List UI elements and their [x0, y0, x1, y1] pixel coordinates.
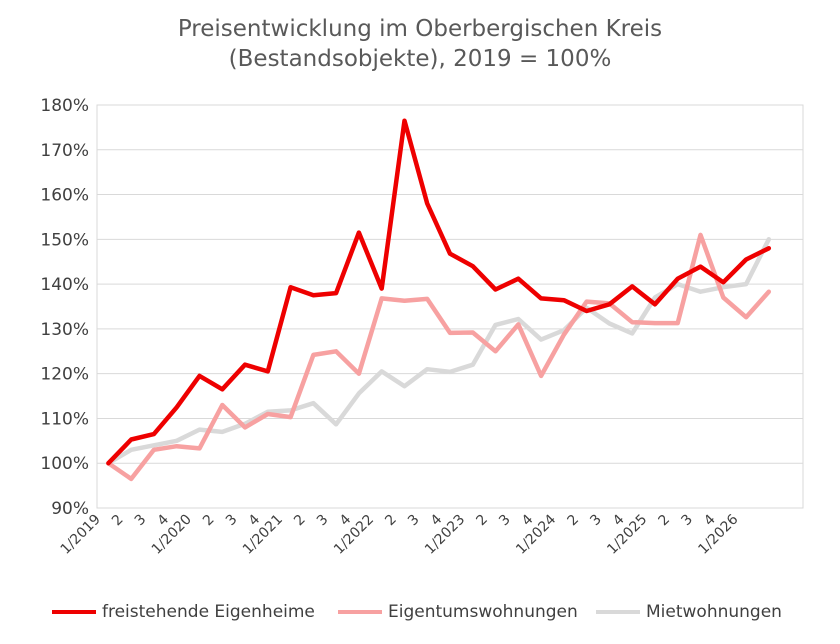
legend-item-eigentumswohnungen: Eigentumswohnungen [338, 597, 578, 627]
x-tick-label: 3 [314, 512, 332, 530]
series-line-freistehende-eigenheime [106, 118, 772, 466]
y-tick-label: 130% [40, 320, 89, 340]
x-tick-label: 2 [564, 512, 582, 530]
y-tick-label: 120% [40, 365, 89, 385]
legend-label: freistehende Eigenheime [102, 602, 315, 622]
legend-label: Mietwohnungen [646, 602, 782, 622]
chart-title-block: Preisentwicklung im Oberbergischen Kreis… [0, 14, 840, 74]
y-tick-label: 100% [40, 454, 89, 474]
x-tick-label: 2 [656, 512, 674, 530]
legend-swatch [596, 610, 640, 614]
x-tick-label: 3 [405, 512, 423, 530]
y-tick-label: 160% [40, 186, 89, 206]
legend-swatch [338, 610, 382, 614]
gridlines [97, 149, 803, 464]
x-tick-label: 2 [291, 512, 309, 530]
y-tick-label: 140% [40, 275, 89, 295]
x-tick-label: 3 [678, 512, 696, 530]
x-tick-label: 2 [200, 512, 218, 530]
chart-title: Preisentwicklung im Oberbergischen Kreis [177, 16, 663, 42]
legend-swatch [52, 610, 96, 614]
y-tick-label: 170% [40, 141, 89, 161]
x-tick-label: 2 [382, 512, 400, 530]
series-lines [106, 118, 772, 482]
legend-label: Eigentumswohnungen [388, 602, 578, 622]
chart-subtitle: (Bestandsobjekte), 2019 = 100% [228, 46, 612, 72]
y-tick-label: 110% [40, 409, 89, 429]
x-tick-label: 2 [473, 512, 491, 530]
legend-item-mietwohnungen: Mietwohnungen [596, 597, 782, 627]
y-tick-label: 90% [51, 499, 89, 519]
y-tick-label: 180% [40, 96, 89, 116]
x-tick-label: 3 [587, 512, 605, 530]
x-tick-label: 3 [132, 512, 150, 530]
x-tick-label: 2 [109, 512, 127, 530]
legend-item-freistehende-eigenheime: freistehende Eigenheime [52, 597, 315, 627]
x-axis-ticks: 1/2019 2 3 41/2020 2 3 41/2021 2 3 41/2022 2 3 41/20… [58, 511, 742, 557]
y-tick-label: 150% [40, 230, 89, 250]
plot-area [96, 104, 804, 509]
x-tick-label: 3 [223, 512, 241, 530]
series-line-mietwohnungen [106, 237, 772, 466]
legend: freistehende Eigenheime Eigentumswohnung… [0, 597, 840, 627]
series-line-eigentumswohnungen [106, 232, 772, 482]
x-tick-label: 3 [496, 512, 514, 530]
y-axis-ticks: 90% 100% 110% 120% 130% 140% 150% 160% 170% 180% [40, 96, 89, 519]
